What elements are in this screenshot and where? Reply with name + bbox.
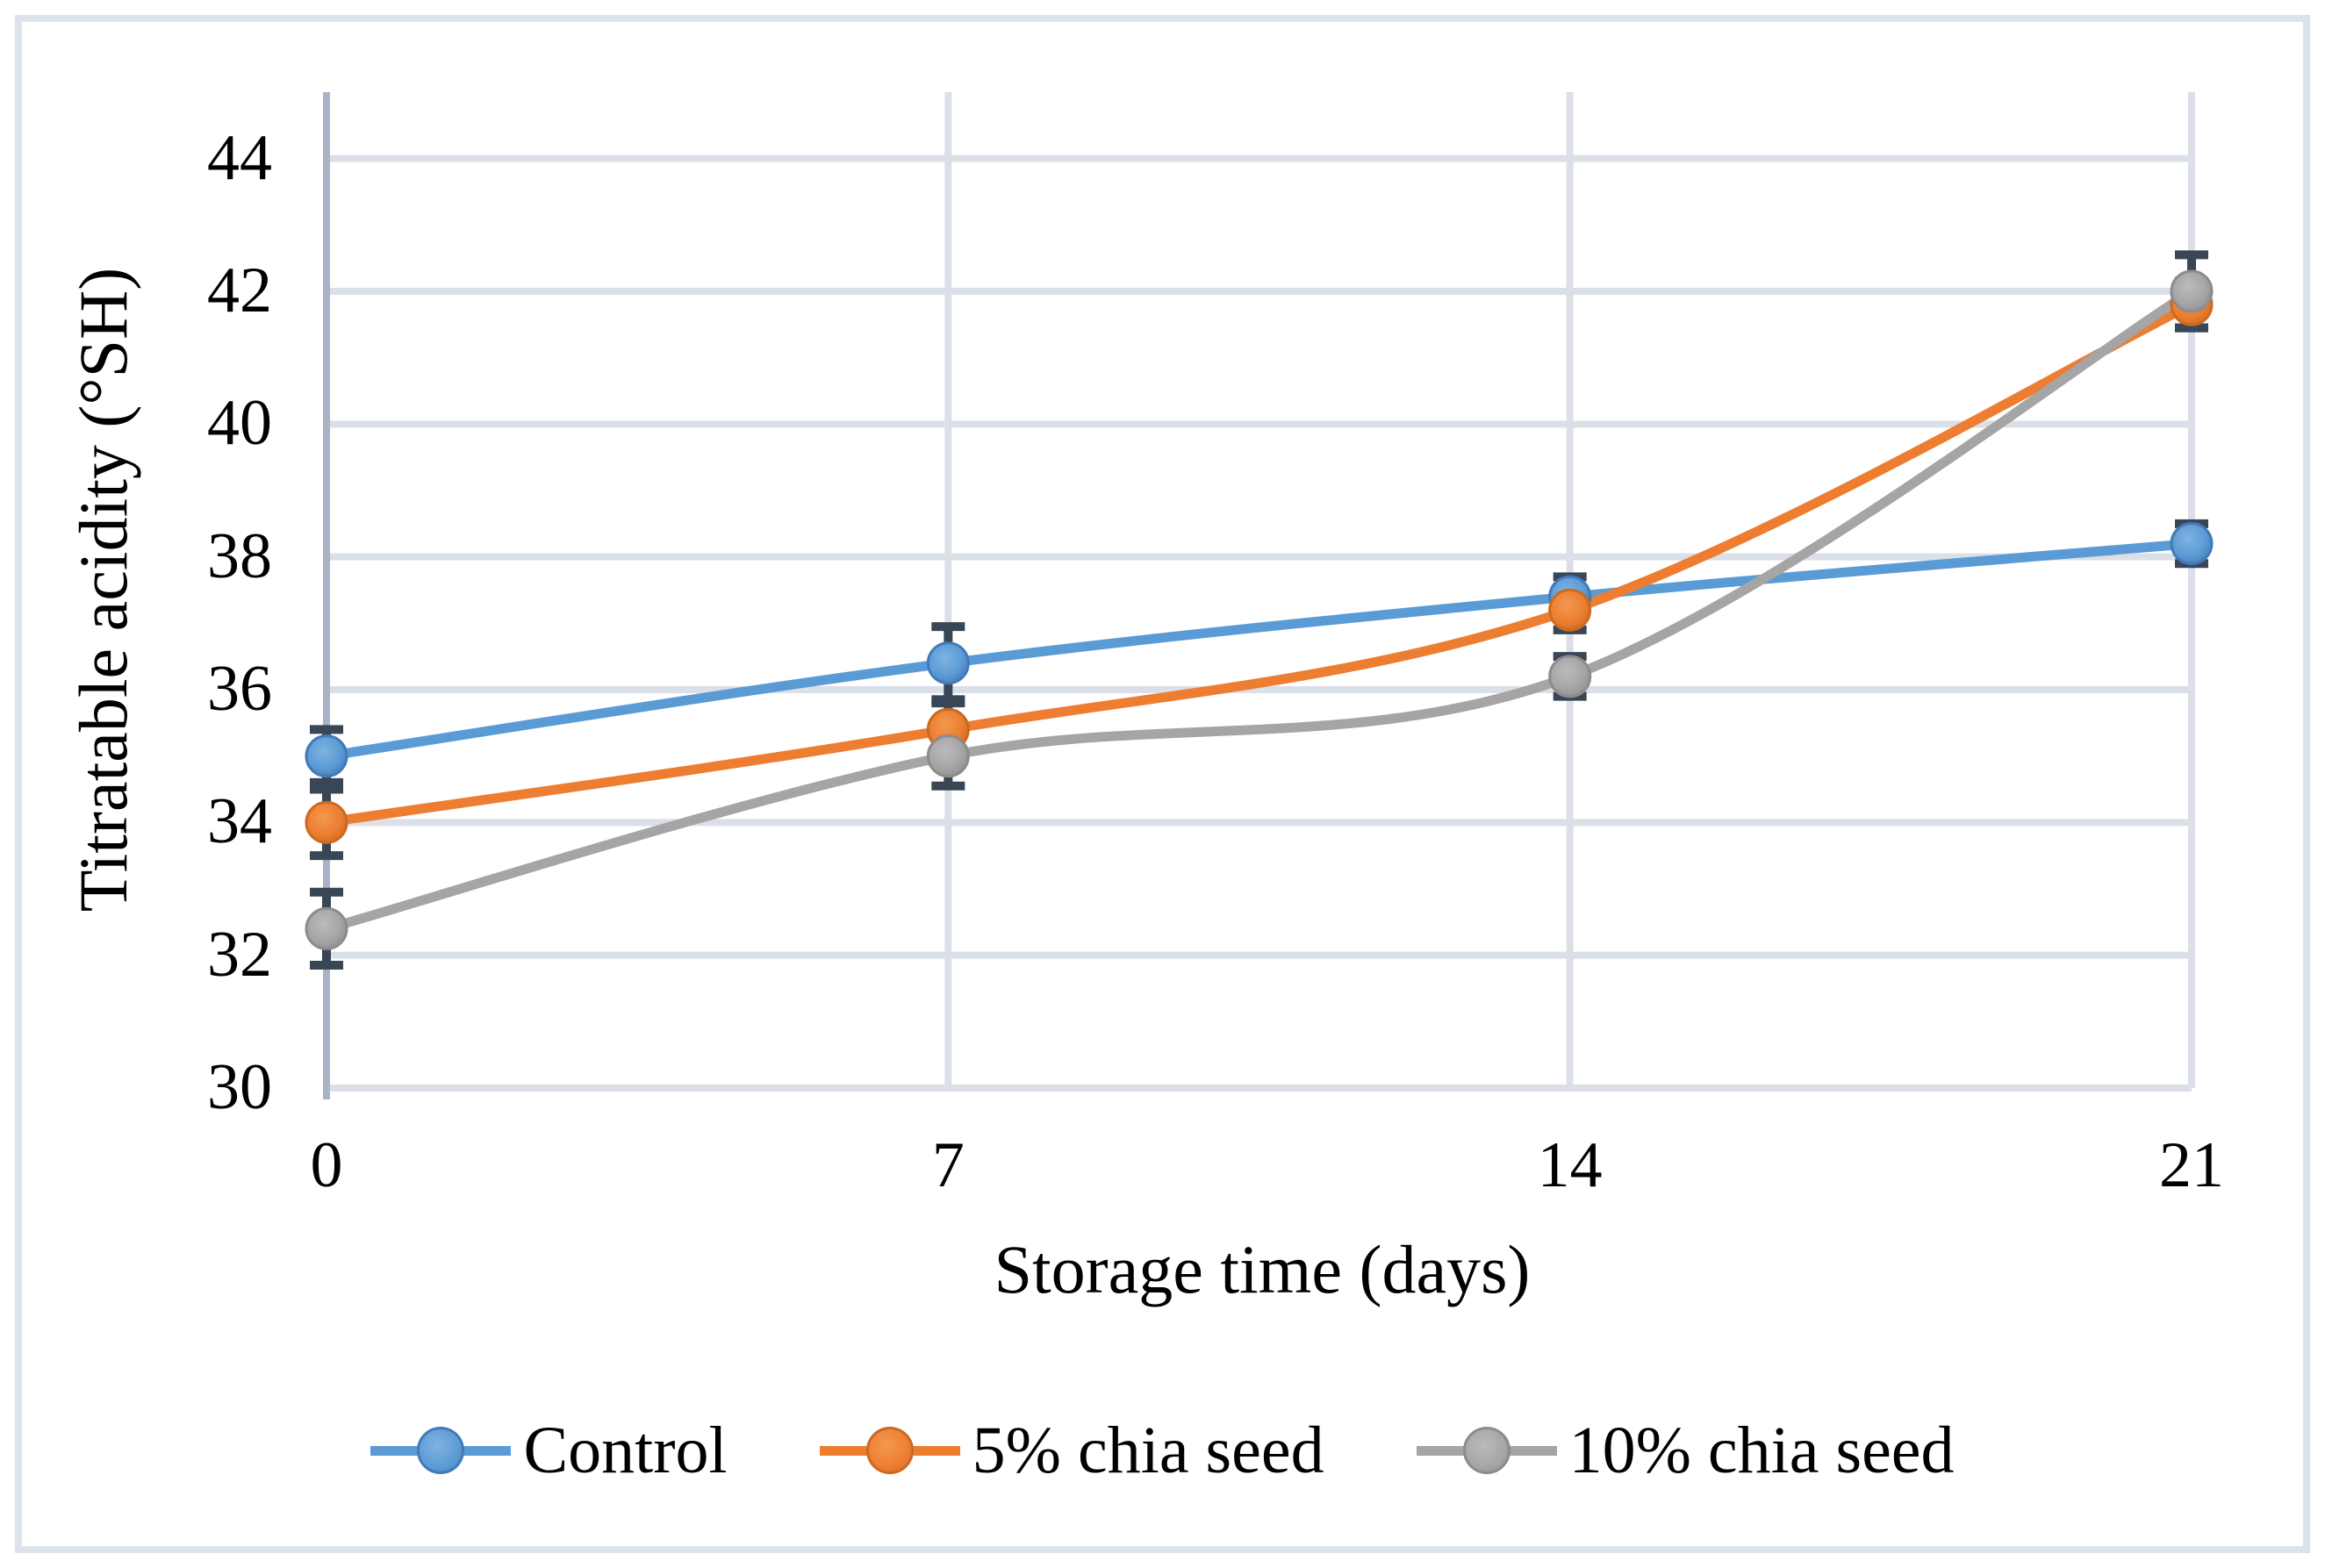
y-tick-label-36: 36 <box>207 653 272 725</box>
y-tick-label-38: 38 <box>207 519 272 592</box>
series-line-0 <box>321 539 2197 762</box>
data-point <box>926 641 970 685</box>
legend-dot <box>865 1427 914 1474</box>
series-line-2 <box>321 286 2197 934</box>
data-point <box>305 800 348 844</box>
legend: Control 5% chia seed 10% chia seed <box>0 1417 2325 1484</box>
x-tick-label-0: 0 <box>310 1129 343 1201</box>
y-tick-label-42: 42 <box>207 254 272 326</box>
y-axis-title: Titratable acidity (°SH) <box>65 267 141 913</box>
y-tick-label-34: 34 <box>207 785 272 858</box>
y-tick-label-32: 32 <box>207 918 272 991</box>
legend-item-5-chia-seed: 5% chia seed <box>819 1414 1324 1487</box>
legend-marker-icon <box>819 1426 960 1475</box>
data-point <box>1548 655 1592 698</box>
y-tick-label-30: 30 <box>207 1051 272 1123</box>
chart-outer-border <box>15 15 2310 1553</box>
data-point <box>305 734 348 778</box>
y-tick-label-40: 40 <box>207 387 272 460</box>
gridlines <box>327 92 2195 1088</box>
x-tick-label-14: 14 <box>1537 1129 1603 1201</box>
legend-dot <box>417 1427 465 1474</box>
x-axis-title: Storage time (days) <box>994 1231 1531 1307</box>
legend-label: 10% chia seed <box>1568 1414 1955 1487</box>
legend-marker-icon <box>1416 1426 1557 1475</box>
x-tick-label-21: 21 <box>2159 1129 2224 1201</box>
data-point <box>305 906 348 950</box>
data-point <box>2170 522 2214 566</box>
data-point <box>926 734 970 778</box>
legend-item-control: Control <box>370 1414 728 1487</box>
data-point <box>2170 269 2214 313</box>
legend-label: 5% chia seed <box>972 1414 1324 1487</box>
series-line-1 <box>321 299 2197 827</box>
legend-dot <box>1462 1427 1511 1474</box>
series-markers-2 <box>305 269 2214 950</box>
legend-item-10-chia-seed: 10% chia seed <box>1416 1414 1955 1487</box>
legend-label: Control <box>523 1414 728 1487</box>
legend-marker-icon <box>370 1426 512 1475</box>
error-bars <box>310 250 2208 970</box>
y-tick-label-44: 44 <box>207 121 272 194</box>
data-point <box>1548 588 1592 632</box>
x-tick-label-7: 7 <box>931 1129 965 1201</box>
